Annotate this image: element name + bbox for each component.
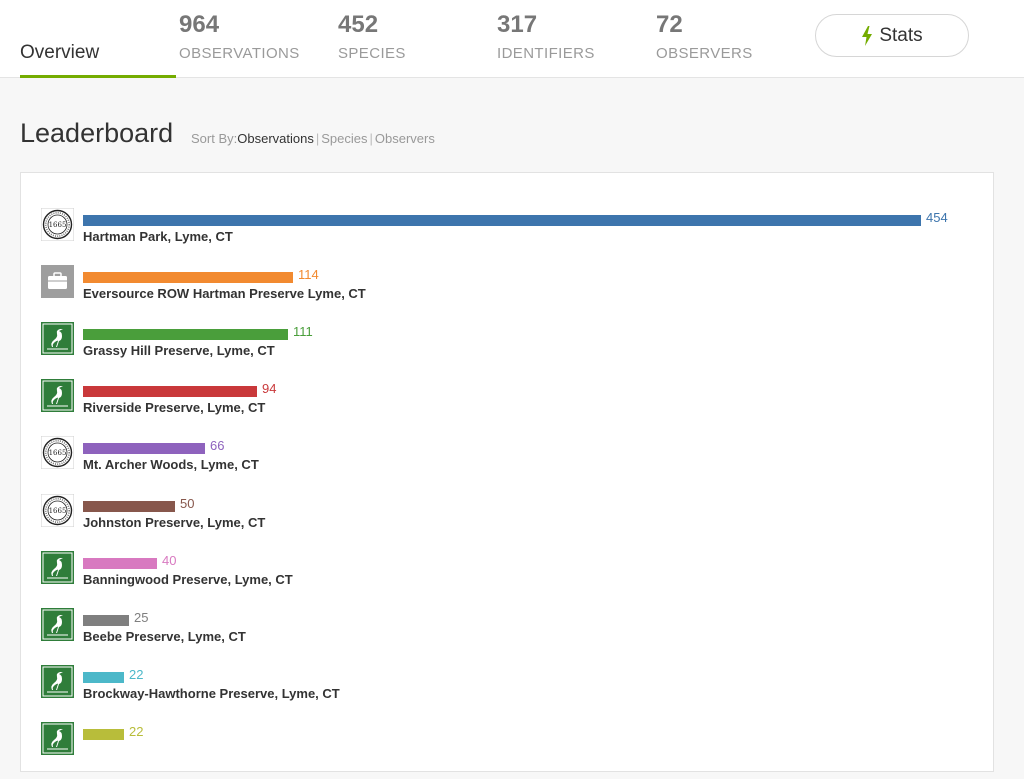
leaderboard-bar	[83, 329, 288, 341]
leaderboard-row: 1665 66 Mt. Archer Woods, Lyme, CT	[21, 436, 993, 493]
leaderboard-bar-value: 114	[298, 267, 319, 283]
town-seal-icon[interactable]: 1665	[41, 436, 74, 470]
species-count: 452	[338, 11, 379, 38]
leaderboard-row: 94 Riverside Preserve, Lyme, CT	[21, 379, 993, 436]
leaderboard-bar-value: 25	[134, 609, 149, 625]
leaderboard-bar	[83, 272, 293, 284]
lightning-bolt-icon	[862, 25, 873, 46]
leaderboard-bar	[83, 443, 205, 455]
leaderboard-row: 1665 50 Johnston Preserve, Lyme, CT	[21, 493, 993, 551]
leaderboard-bar-value: 50	[180, 495, 195, 511]
observations-count: 964	[179, 11, 220, 38]
leaderboard-bar	[83, 671, 124, 683]
briefcase-icon[interactable]	[41, 265, 74, 299]
leaderboard-bar	[83, 386, 257, 398]
stats-button-label: Stats	[879, 24, 923, 46]
tab-overview-label: Overview	[20, 42, 100, 63]
leaderboard-bar-value: 22	[129, 723, 144, 739]
leaderboard-bar	[83, 215, 921, 226]
sort-option-observations[interactable]: Observations	[237, 131, 314, 146]
seal-year-text: 1665	[49, 449, 67, 457]
tab-observers[interactable]: 72 OBSERVERS	[656, 0, 766, 78]
leaderboard-place-name[interactable]: Johnston Preserve, Lyme, CT	[83, 514, 266, 530]
seal-year-text: 1665	[49, 221, 67, 229]
leaderboard-place-name[interactable]: Beebe Preserve, Lyme, CT	[83, 628, 246, 644]
leaderboard-bar-value: 94	[262, 381, 277, 397]
leaderboard-bar-value: 111	[293, 324, 313, 340]
leaderboard-row: 111 Grassy Hill Preserve, Lyme, CT	[21, 322, 993, 379]
leaderboard-place-name[interactable]: Brockway-Hawthorne Preserve, Lyme, CT	[83, 685, 340, 701]
observations-label: OBSERVATIONS	[179, 45, 300, 62]
leaderboard-panel: 1665 454 Hartman Park, Lyme, CT 114 Eversour…	[20, 172, 994, 772]
leaderboard-bar-value: 454	[926, 210, 948, 225]
leaderboard-bar-value: 40	[162, 552, 177, 568]
stats-button[interactable]: Stats	[815, 14, 969, 57]
seal-year-text: 1665	[49, 507, 67, 515]
tab-overview[interactable]: Overview	[20, 0, 176, 78]
heron-icon[interactable]	[41, 664, 74, 698]
tab-species[interactable]: 452 SPECIES	[338, 0, 448, 78]
leaderboard-place-name[interactable]: Mt. Archer Woods, Lyme, CT	[83, 457, 259, 473]
tab-observations[interactable]: 964 OBSERVATIONS	[179, 0, 309, 78]
leaderboard-bar	[83, 728, 124, 740]
sort-option-observers[interactable]: Observers	[374, 131, 435, 146]
leaderboard-place-name[interactable]: Grassy Hill Preserve, Lyme, CT	[83, 343, 275, 359]
heron-icon[interactable]	[41, 721, 74, 755]
observers-label: OBSERVERS	[656, 45, 753, 62]
leaderboard-bar	[83, 614, 129, 626]
leaderboard-row: 22 Brockway-Hawthorne Preserve, Lyme, CT	[21, 664, 993, 722]
leaderboard-bar	[83, 500, 175, 512]
leaderboard-bar-value: 22	[129, 666, 144, 682]
leaderboard-title: Leaderboard	[20, 118, 174, 148]
leaderboard-place-name[interactable]: Eversource ROW Hartman Preserve Lyme, CT	[83, 286, 366, 302]
leaderboard-row: 40 Banningwood Preserve, Lyme, CT	[21, 550, 993, 608]
sort-by-controls: Sort By:Observations | Species | Observers	[191, 131, 435, 146]
leaderboard-row: 25 Beebe Preserve, Lyme, CT	[21, 607, 993, 665]
leaderboard-row: 1665 454 Hartman Park, Lyme, CT	[21, 208, 993, 265]
heron-icon[interactable]	[41, 550, 74, 584]
town-seal-icon[interactable]: 1665	[41, 493, 74, 527]
identifiers-count: 317	[497, 11, 538, 38]
leaderboard-place-name[interactable]: Riverside Preserve, Lyme, CT	[83, 400, 266, 416]
heron-icon[interactable]	[41, 322, 74, 356]
leaderboard-place-name[interactable]: Hartman Park, Lyme, CT	[83, 229, 233, 244]
tab-identifiers[interactable]: 317 IDENTIFIERS	[497, 0, 617, 78]
stats-tab-bar: Overview 964 OBSERVATIONS 452 SPECIES 31…	[0, 0, 1024, 78]
observers-count: 72	[656, 11, 683, 38]
sort-option-species[interactable]: Species	[321, 131, 368, 146]
species-label: SPECIES	[338, 45, 406, 62]
leaderboard-place-name[interactable]: Banningwood Preserve, Lyme, CT	[83, 571, 293, 587]
leaderboard-bar-value: 66	[210, 438, 225, 454]
leaderboard-bar	[83, 557, 157, 569]
heron-icon[interactable]	[41, 379, 74, 413]
heron-icon[interactable]	[41, 607, 74, 641]
town-seal-icon[interactable]: 1665	[41, 208, 74, 241]
identifiers-label: IDENTIFIERS	[497, 45, 595, 62]
leaderboard-row: 22	[21, 721, 993, 779]
sort-by-label: Sort By:	[191, 131, 238, 146]
leaderboard-row: 114 Eversource ROW Hartman Preserve Lyme,…	[21, 265, 993, 322]
